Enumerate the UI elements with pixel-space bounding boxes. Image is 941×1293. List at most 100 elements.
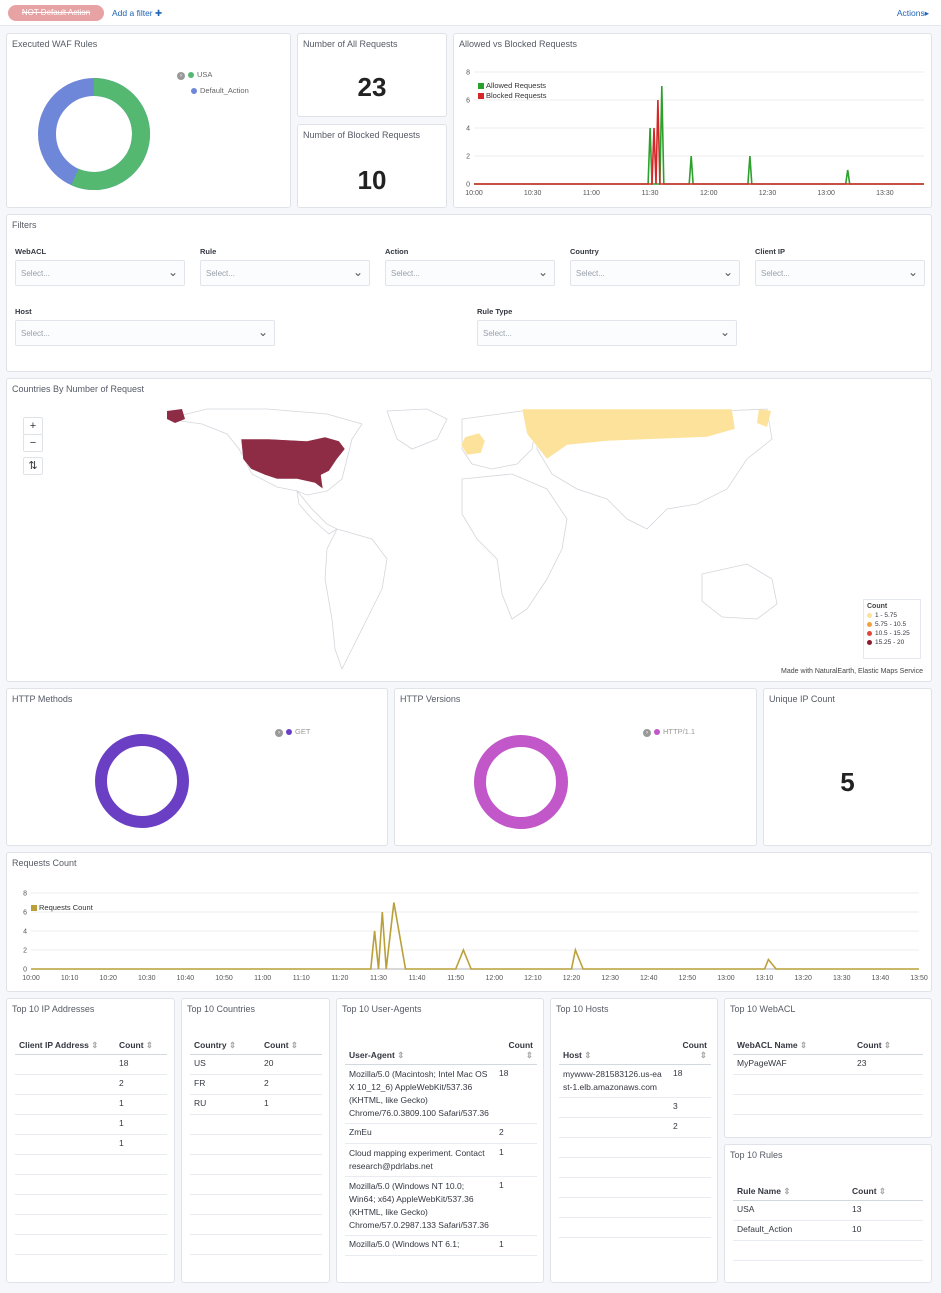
rule-select[interactable]: Select... ⌄ [200, 260, 370, 286]
legend-blocked[interactable]: Blocked Requests [478, 91, 546, 100]
plus-icon: ✚ [155, 8, 163, 18]
map-region-ru[interactable] [521, 408, 736, 460]
legend-http11[interactable]: › HTTP/1.1 [643, 727, 695, 737]
top-webacl-table: WebACL Name ⇕ Count ⇕ MyPageWAF 23 [733, 1037, 923, 1115]
x-tick-label: 12:20 [563, 975, 581, 982]
map-region-ru-east[interactable] [757, 409, 771, 427]
legend-label: Blocked Requests [486, 91, 547, 100]
column-header-country[interactable]: Country ⇕ [190, 1037, 260, 1055]
column-header-count[interactable]: Count ⇕ [260, 1037, 322, 1055]
series-line-blocked-requests[interactable] [474, 99, 924, 185]
top-bar: NOT Default Action Add a filter ✚ Action… [0, 0, 941, 26]
x-tick-label: 12:50 [679, 975, 697, 982]
legend-swatch [478, 83, 484, 90]
table-row [15, 1174, 167, 1195]
header-label: WebACL Name [737, 1040, 798, 1050]
panel-title: Top 10 User-Agents [342, 1004, 422, 1014]
filter-pill[interactable]: NOT Default Action [8, 5, 104, 21]
table-row [190, 1134, 322, 1155]
collapse-icon[interactable]: › [177, 72, 185, 80]
collapse-icon[interactable]: › [643, 729, 651, 737]
column-header-count[interactable]: Count ⇕ [115, 1037, 167, 1055]
sort-icon: ⇕ [228, 1040, 237, 1050]
header-label: Count [857, 1040, 882, 1050]
legend-allowed[interactable]: Allowed Requests [478, 81, 546, 90]
header-label: Count [852, 1186, 877, 1196]
fit-bounds-icon[interactable]: ⇅ [23, 457, 43, 475]
map-attribution[interactable]: Made with NaturalEarth, Elastic Maps Ser… [781, 668, 923, 675]
table-row [559, 1217, 711, 1238]
zoom-in-button[interactable]: + [23, 417, 43, 435]
select-placeholder: Select... [761, 269, 790, 278]
cell-count: 1 [495, 1176, 537, 1236]
chevron-down-icon: ⌄ [167, 265, 178, 279]
rule-type-select[interactable]: Select... ⌄ [477, 320, 737, 346]
x-tick-label: 13:20 [794, 975, 812, 982]
column-header-host[interactable]: Host ⇕ [559, 1037, 669, 1065]
x-tick-label: 11:30 [642, 190, 659, 197]
map-legend: Count 1 - 5.75 5.75 - 10.5 10.5 - 15.25 … [863, 599, 921, 659]
host-select[interactable]: Select... ⌄ [15, 320, 275, 346]
legend-usa[interactable]: › USA [177, 70, 212, 80]
action-select[interactable]: Select... ⌄ [385, 260, 555, 286]
x-tick-label: 13:00 [717, 975, 735, 982]
column-header-count[interactable]: Count ⇕ [669, 1037, 711, 1065]
chevron-down-icon: ⌄ [257, 325, 268, 339]
column-header-count[interactable]: Count ⇕ [848, 1183, 923, 1201]
client-ip-select[interactable]: Select... ⌄ [755, 260, 925, 286]
caret-right-icon: ▸ [924, 8, 929, 18]
legend-get[interactable]: › GET [275, 727, 310, 737]
x-tick-label: 12:00 [700, 190, 718, 197]
panel-title: Countries By Number of Request [12, 384, 145, 394]
column-header-rule-name[interactable]: Rule Name ⇕ [733, 1183, 848, 1201]
series-line-requests-count[interactable] [31, 902, 919, 970]
table-row: Mozilla/5.0 (Windows NT 6.1; 1 [345, 1235, 537, 1256]
legend-default-action[interactable]: Default_Action [191, 86, 249, 95]
column-header-client-ip[interactable]: Client IP Address ⇕ [15, 1037, 115, 1055]
table-row: 1 [15, 1134, 167, 1155]
map-region-fr[interactable] [460, 432, 486, 456]
world-map[interactable] [7, 379, 933, 683]
map-region-us[interactable] [240, 436, 346, 490]
sort-icon: ⇕ [883, 1040, 892, 1050]
table-row [190, 1154, 322, 1175]
panel-title: Top 10 Hosts [556, 1004, 609, 1014]
x-tick-label: 10:00 [465, 190, 483, 197]
webacl-select[interactable]: Select... ⌄ [15, 260, 185, 286]
donut-slice-http11[interactable] [474, 735, 568, 829]
panel-top-webacl: Top 10 WebACL WebACL Name ⇕ Count ⇕ MyPa… [724, 998, 932, 1138]
table-row [190, 1174, 322, 1195]
zoom-out-button[interactable]: − [23, 434, 43, 452]
legend-swatch [31, 905, 37, 912]
panel-blocked-requests: Number of Blocked Requests 10 [297, 124, 447, 208]
y-tick-label: 4 [23, 929, 27, 936]
column-header-count[interactable]: Count ⇕ [495, 1037, 537, 1065]
table-row: 1 [15, 1094, 167, 1115]
actions-menu[interactable]: Actions▸ [897, 8, 929, 19]
add-filter-link[interactable]: Add a filter ✚ [112, 8, 162, 19]
column-header-user-agent[interactable]: User-Agent ⇕ [345, 1037, 495, 1065]
legend-label: Allowed Requests [486, 81, 547, 90]
map-legend-title: Count [867, 603, 888, 610]
table-row: Mozilla/5.0 (Windows NT 10.0; Win64; x64… [345, 1176, 537, 1236]
header-label: Count [264, 1040, 289, 1050]
table-row: US 20 [190, 1054, 322, 1075]
country-select[interactable]: Select... ⌄ [570, 260, 740, 286]
table-row: 18 [15, 1054, 167, 1075]
collapse-icon[interactable]: › [275, 729, 283, 737]
table-row [15, 1234, 167, 1255]
map-region-alaska[interactable] [167, 409, 185, 423]
table-row [15, 1214, 167, 1235]
table-row [15, 1154, 167, 1175]
donut-slice-get[interactable] [95, 734, 189, 828]
legend-dot [867, 621, 872, 627]
panel-title: HTTP Versions [400, 694, 461, 704]
donut-slice-usa[interactable] [38, 78, 150, 190]
filter-label-rule-type: Rule Type [477, 307, 513, 316]
table-row [559, 1157, 711, 1178]
column-header-webacl-name[interactable]: WebACL Name ⇕ [733, 1037, 853, 1055]
column-header-count[interactable]: Count ⇕ [853, 1037, 923, 1055]
legend-requests-count[interactable]: Requests Count [31, 903, 93, 912]
x-tick-label: 11:00 [254, 975, 271, 982]
series-line-allowed-requests[interactable] [474, 85, 924, 185]
